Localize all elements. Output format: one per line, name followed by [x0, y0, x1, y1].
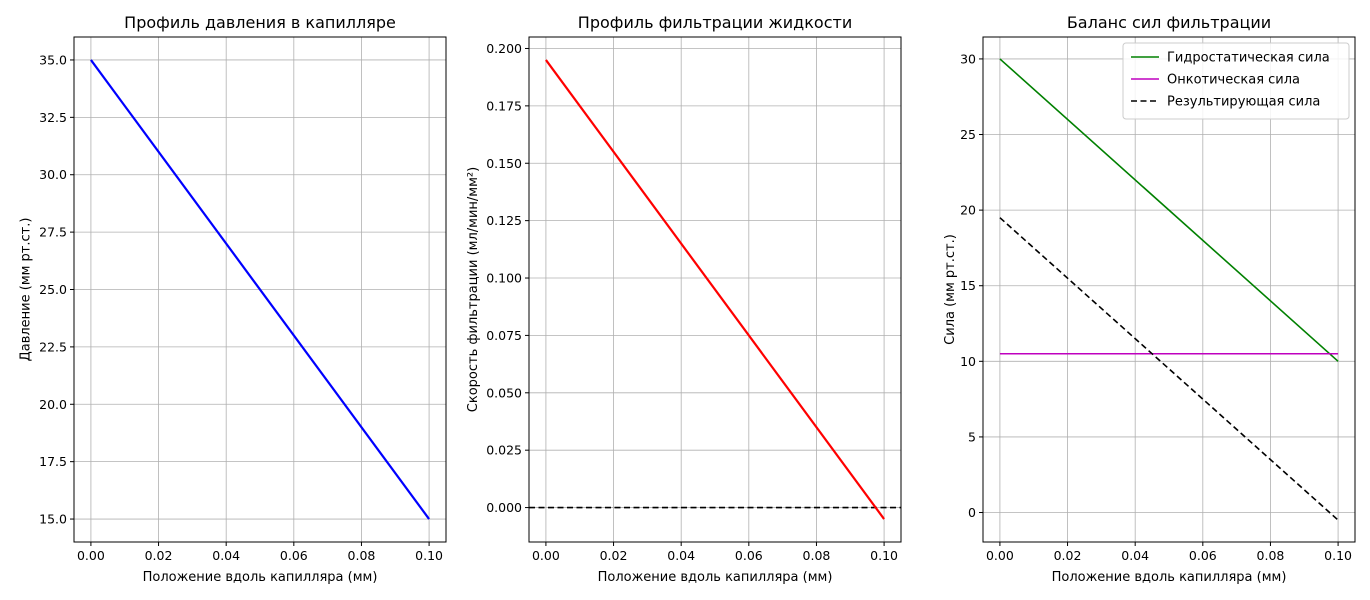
y-tick-label: 25.0 — [39, 282, 67, 297]
chart-2: 0.00 0.02 0.04 0.06 0.08 0.10 0.000 0.025 0.050 0… — [466, 13, 902, 585]
axes-frame — [982, 36, 1356, 543]
y-tick-label: 27.5 — [39, 225, 67, 240]
x-tick-label: 0.04 — [667, 548, 695, 563]
y-tick-label: 20.0 — [39, 397, 67, 412]
y-tick-label: 32.5 — [39, 110, 67, 125]
x-tick-label: 0.00 — [532, 548, 560, 563]
x-tick-label: 0.06 — [735, 548, 763, 563]
chart-1: 0.00 0.02 0.04 0.06 0.08 0.10 15.0 17.5 20.0 22.5… — [19, 13, 447, 585]
y-tick-label: 0.050 — [486, 385, 522, 400]
y-tick-label: 35.0 — [39, 52, 67, 67]
x-tick-label: 0.02 — [600, 548, 628, 563]
y-tick-label: 0.125 — [486, 213, 522, 228]
y-tick-label: 30 — [960, 51, 976, 66]
y-tick-label: 0.200 — [486, 41, 522, 56]
y-tick-label: 15 — [960, 278, 976, 293]
x-tick-label: 0.00 — [986, 548, 1014, 563]
chart-title: Профиль давления в капилляре — [124, 13, 396, 32]
y-tick-label: 17.5 — [39, 454, 67, 469]
y-tick-label: 0.075 — [486, 328, 522, 343]
series-line-1 — [999, 58, 1339, 362]
chart-title: Баланс сил фильтрации — [1067, 13, 1271, 32]
series-line-1 — [545, 59, 885, 520]
x-tick-label: 0.04 — [1121, 548, 1149, 563]
x-tick-label: 0.10 — [870, 548, 898, 563]
x-tick-label: 0.00 — [77, 548, 105, 563]
legend: Гидростатическая сила Онкотическая сила Ре… — [1122, 42, 1350, 120]
x-axis-label: Положение вдоль капилляра (мм) — [598, 570, 833, 585]
x-tick-label: 0.10 — [415, 548, 443, 563]
y-tick-label: 0 — [968, 505, 976, 520]
y-tick-label: 5 — [968, 429, 976, 444]
x-axis-label: Положение вдоль капилляра (мм) — [143, 570, 378, 585]
y-tick-label: 20 — [960, 203, 976, 218]
x-tick-label: 0.06 — [1189, 548, 1217, 563]
y-axis-label: Сила (мм рт.ст.) — [943, 234, 958, 345]
y-tick-label: 0.000 — [486, 500, 522, 515]
axes-frame — [528, 36, 902, 543]
x-tick-label: 0.08 — [348, 548, 376, 563]
legend-box — [1122, 42, 1350, 120]
x-tick-label: 0.08 — [1257, 548, 1285, 563]
y-tick-label: 0.175 — [486, 98, 522, 113]
y-axis-label: Давление (мм рт.ст.) — [19, 218, 34, 362]
y-tick-label: 25 — [960, 127, 976, 142]
y-tick-label: 22.5 — [39, 339, 67, 354]
legend-label: Результирующая сила — [1167, 95, 1320, 110]
y-tick-label: 0.025 — [486, 443, 522, 458]
y-axis-label: Скорость фильтрации (мл/мин/мм²) — [466, 167, 481, 412]
y-tick-label: 15.0 — [39, 512, 67, 527]
legend-label: Гидростатическая сила — [1167, 51, 1330, 66]
series-line-3 — [999, 217, 1339, 521]
x-tick-label: 0.08 — [803, 548, 831, 563]
x-tick-label: 0.06 — [280, 548, 308, 563]
x-tick-label: 0.02 — [145, 548, 173, 563]
x-tick-label: 0.10 — [1324, 548, 1352, 563]
y-tick-label: 30.0 — [39, 167, 67, 182]
legend-label: Онкотическая сила — [1167, 73, 1300, 88]
y-tick-label: 0.150 — [486, 156, 522, 171]
x-tick-label: 0.02 — [1054, 548, 1082, 563]
y-tick-label: 0.100 — [486, 271, 522, 286]
x-tick-label: 0.04 — [212, 548, 240, 563]
series-line-1 — [90, 59, 430, 520]
chart-title: Профиль фильтрации жидкости — [578, 13, 852, 32]
chart-3: 0.00 0.02 0.04 0.06 0.08 0.10 0 5 10 15 20 25 30 Бала… — [943, 13, 1356, 585]
x-axis-label: Положение вдоль капилляра (мм) — [1052, 570, 1287, 585]
y-tick-label: 10 — [960, 354, 976, 369]
